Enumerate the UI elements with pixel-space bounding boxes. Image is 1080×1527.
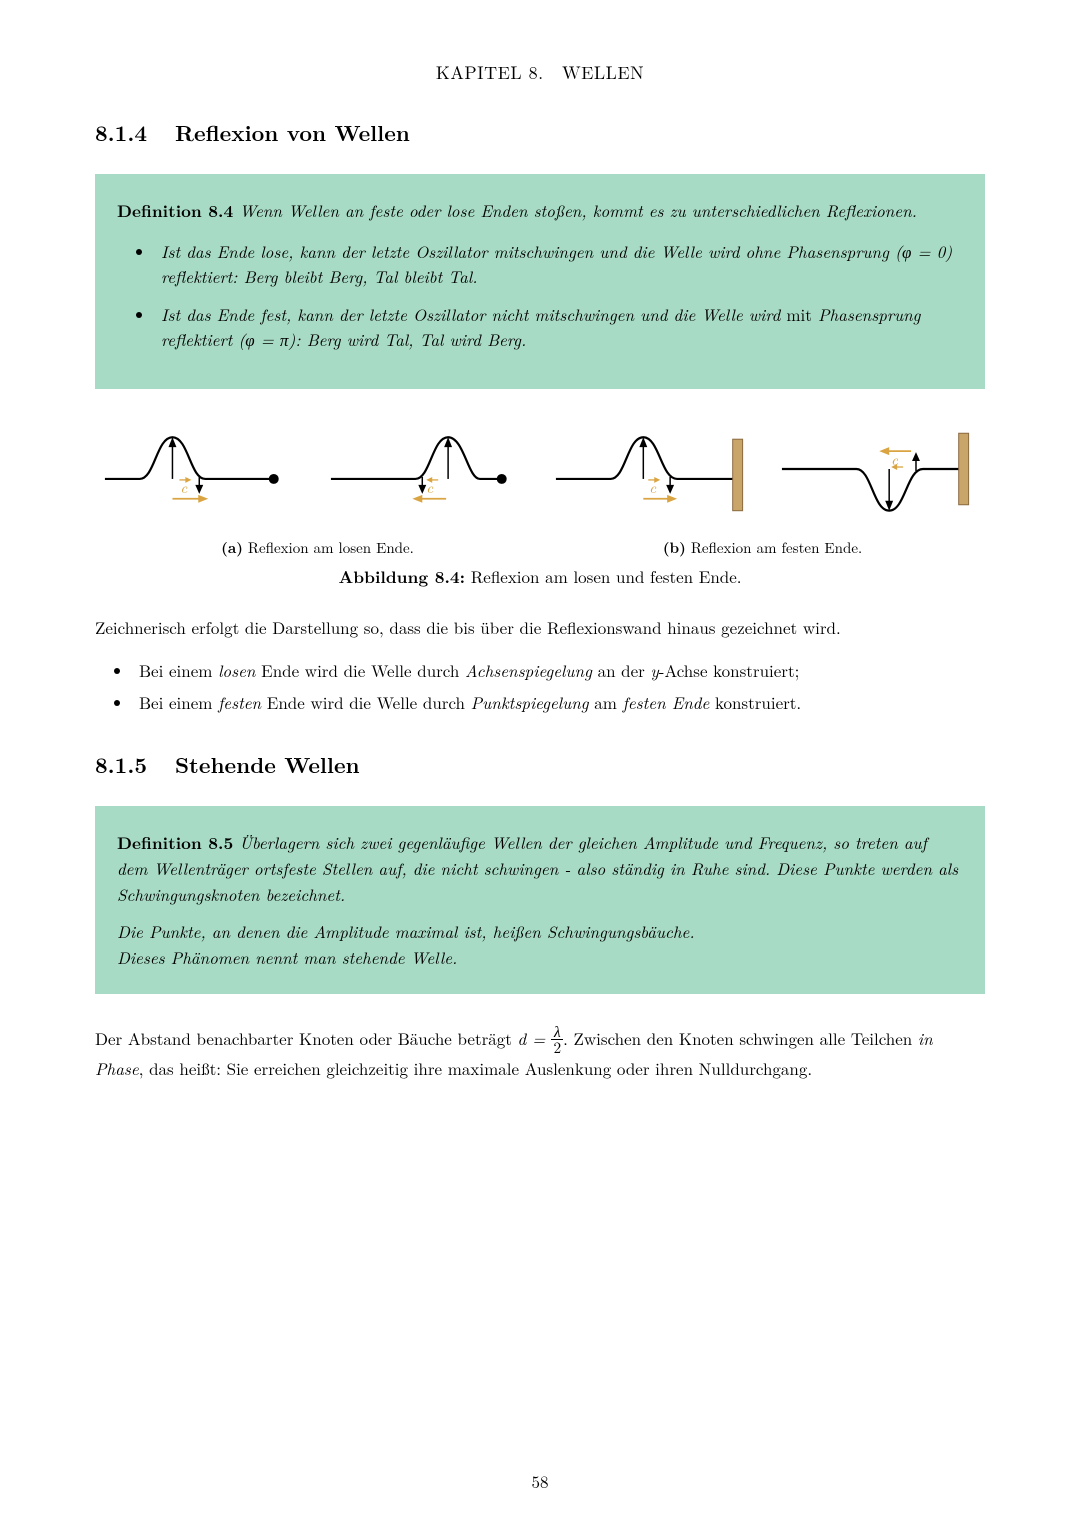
drawing-item-2: Bei einem festen Ende wird die Welle dur… [133,686,985,718]
wave-fixed-after-icon: c [772,419,986,519]
definition-text-2a: Die Punkte, an denen die Amplitude maxim… [117,919,695,943]
definition-list: Ist das Ende lose, kann der letzte Oszil… [117,239,963,353]
definition-text-1: Überlagern sich zwei gegenläufige Wellen… [117,830,958,906]
fraction-lambda-2: λ2 [551,1024,563,1056]
page-number: 58 [0,1469,1080,1493]
definition-item-1: Ist das Ende lose, kann der letzte Oszil… [155,239,963,290]
definition-text-2b: Dieses Phänomen nennt man stehende Welle… [117,945,457,969]
drawing-list: Bei einem losen Ende wird die Welle durc… [95,654,985,719]
figure-caption: Abbildung 8.4: Reflexion am losen und fe… [95,564,985,589]
paragraph-drawing: Zeichnerisch erfolgt die Darstellung so,… [95,615,985,641]
paragraph-distance: Der Abstand benachbarter Knoten oder Bäu… [95,1024,985,1081]
wave-fixed-before-icon: c [546,419,760,519]
subcaption-a: (a) Reflexion am losen Ende. [95,537,540,558]
chapter-header: KAPITEL 8. WELLEN [95,60,985,85]
subsection-title: Reflexion von Wellen [175,117,410,148]
definition-item-2: Ist das Ende fest, kann der letzte Oszil… [155,302,963,353]
page: KAPITEL 8. WELLEN 8.1.4 Reflexion von Wel… [0,0,1080,1527]
figure-8-4: c c [95,419,985,519]
subsection-8-1-5: 8.1.5 Stehende Wellen [95,749,985,780]
subsection-number: 8.1.4 [95,117,147,148]
figure-subcaptions: (a) Reflexion am losen Ende. (b) Reflexi… [95,537,985,558]
definition-8-4-box: Definition 8.4 Wenn Wellen an feste oder… [95,174,985,389]
subsection-number: 8.1.5 [95,749,147,780]
subcaption-b: (b) Reflexion am festen Ende. [540,537,985,558]
wave-loose-after-icon: c [321,419,535,519]
definition-8-5-box: Definition 8.5 Überlagern sich zwei gege… [95,806,985,995]
drawing-item-1: Bei einem losen Ende wird die Welle durc… [133,654,985,686]
wave-loose-before-icon: c [95,419,309,519]
subsection-title: Stehende Wellen [175,749,360,780]
definition-label: Definition 8.4 [117,199,233,223]
subsection-8-1-4: 8.1.4 Reflexion von Wellen [95,117,985,148]
definition-label: Definition 8.5 [117,831,233,855]
definition-intro: Wenn Wellen an feste oder lose Enden sto… [239,198,917,222]
